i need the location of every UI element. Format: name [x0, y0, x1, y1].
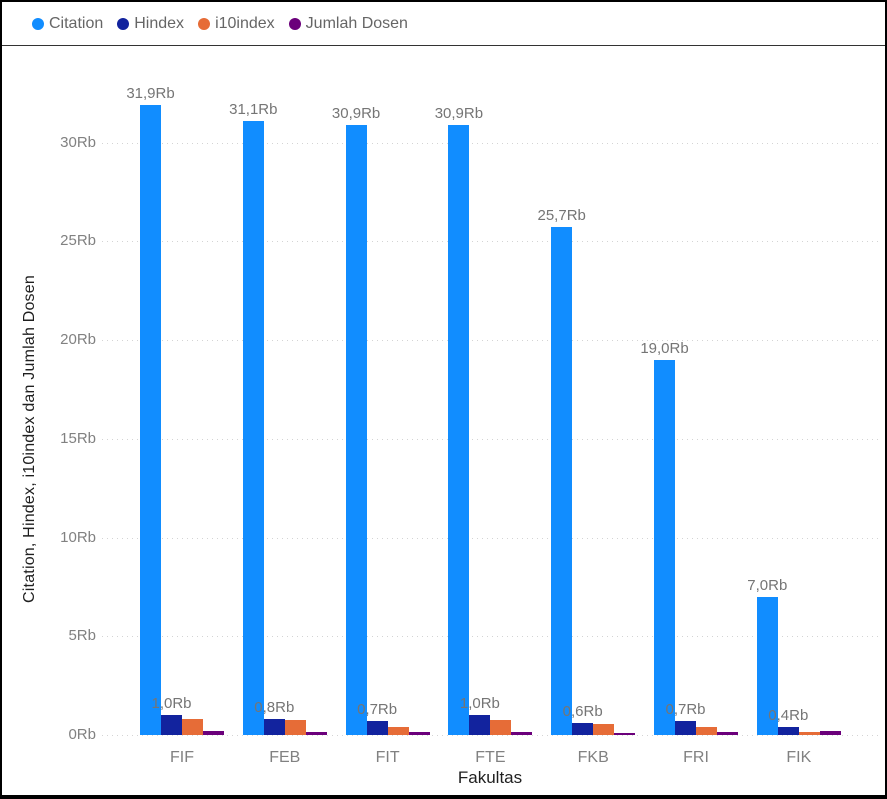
bar-hindex-fik[interactable] — [777, 727, 799, 735]
x-tick-label: FRI — [683, 749, 709, 766]
bar-i10index-fte[interactable] — [490, 720, 512, 735]
data-label-hindex-feb: 0,8Rb — [254, 699, 295, 716]
bar-hindex-fte[interactable] — [469, 715, 491, 735]
gridline — [102, 438, 878, 440]
data-label-hindex-fik: 0,4Rb — [768, 707, 809, 724]
bar-jumlah-dosen-fte[interactable] — [511, 732, 533, 735]
data-label-citation-fik: 7,0Rb — [747, 577, 788, 594]
x-tick-label: FKB — [577, 749, 609, 766]
gridline — [102, 537, 878, 539]
bar-citation-fri[interactable] — [654, 360, 675, 735]
legend-dot-icon — [288, 17, 301, 30]
bar-hindex-fkb[interactable] — [572, 723, 594, 735]
bar-jumlah-dosen-fit[interactable] — [408, 732, 430, 735]
legend-item-i10index[interactable]: i10index — [198, 15, 275, 33]
bar-jumlah-dosen-fik[interactable] — [819, 731, 841, 735]
y-tick-label: 30Rb — [60, 133, 96, 151]
bar-hindex-fif[interactable] — [161, 715, 182, 735]
data-label-citation-fif: 31,9Rb — [126, 85, 175, 102]
bar-i10index-fit[interactable] — [387, 727, 409, 735]
data-label-citation-fte: 30,9Rb — [434, 105, 484, 122]
legend-item-citation[interactable]: Citation — [32, 15, 103, 33]
bar-citation-fit[interactable] — [345, 125, 367, 735]
legend-item-label: Hindex — [134, 14, 185, 32]
bar-jumlah-dosen-fif[interactable] — [203, 731, 224, 735]
legend-item-hindex[interactable]: Hindex — [117, 15, 184, 33]
y-tick-label: 25Rb — [60, 232, 96, 250]
bar-i10index-fkb[interactable] — [593, 724, 615, 735]
x-axis-title: Fakultas — [457, 768, 523, 787]
legend-item-label: Citation — [49, 14, 104, 32]
bar-citation-fte[interactable] — [448, 125, 470, 735]
bar-hindex-fit[interactable] — [366, 721, 388, 735]
data-label-hindex-fif: 1,0Rb — [151, 695, 192, 712]
gridline — [102, 241, 878, 243]
bar-i10index-fri[interactable] — [696, 727, 717, 735]
bar-hindex-fri[interactable] — [675, 721, 696, 735]
gridline — [102, 636, 878, 638]
bar-citation-fkb[interactable] — [551, 227, 573, 735]
x-tick-label: FIF — [170, 749, 194, 766]
data-label-citation-fri: 19,0Rb — [640, 340, 689, 357]
data-label-hindex-fkb: 0,6Rb — [562, 703, 603, 720]
x-tick-label: FTE — [475, 749, 506, 766]
y-tick-label: 10Rb — [60, 528, 96, 546]
legend-item-label: Jumlah Dosen — [305, 14, 408, 32]
bar-jumlah-dosen-feb[interactable] — [305, 732, 327, 735]
x-tick-label: FEB — [269, 749, 301, 766]
legend: Citation Hindex i10index Jumlah Dosen — [2, 2, 885, 46]
bar-citation-feb[interactable] — [242, 121, 264, 735]
bar-citation-fif[interactable] — [140, 105, 161, 735]
data-label-citation-fit: 30,9Rb — [331, 105, 381, 122]
legend-dot-icon — [32, 17, 44, 30]
x-tick-label: FIK — [786, 749, 812, 766]
bar-jumlah-dosen-fkb[interactable] — [614, 733, 636, 735]
legend-item-jumlah-dosen[interactable]: Jumlah Dosen — [288, 14, 408, 33]
bar-citation-fik[interactable] — [756, 597, 778, 735]
legend-dot-icon — [198, 17, 211, 30]
bar-jumlah-dosen-fri[interactable] — [717, 732, 738, 735]
legend-dot-icon — [117, 17, 130, 30]
data-label-hindex-fri: 0,7Rb — [665, 701, 706, 718]
data-label-hindex-fte: 1,0Rb — [459, 695, 500, 712]
gridline — [102, 142, 878, 144]
gridline — [102, 735, 878, 736]
data-label-citation-feb: 31,1Rb — [229, 101, 278, 118]
bar-i10index-fif[interactable] — [182, 719, 203, 735]
bar-hindex-feb[interactable] — [263, 719, 285, 735]
gridline — [102, 340, 878, 341]
y-tick-label: 5Rb — [68, 627, 96, 645]
y-tick-label: 20Rb — [60, 331, 96, 348]
y-tick-label: 0Rb — [68, 726, 96, 743]
bar-i10index-feb[interactable] — [284, 720, 306, 735]
bar-i10index-fik[interactable] — [798, 732, 820, 735]
data-label-citation-fkb: 25,7Rb — [537, 207, 586, 224]
data-label-hindex-fit: 0,7Rb — [357, 701, 398, 718]
y-tick-label: 15Rb — [60, 429, 96, 447]
x-tick-label: FIT — [375, 749, 400, 766]
legend-item-label: i10index — [215, 14, 275, 32]
